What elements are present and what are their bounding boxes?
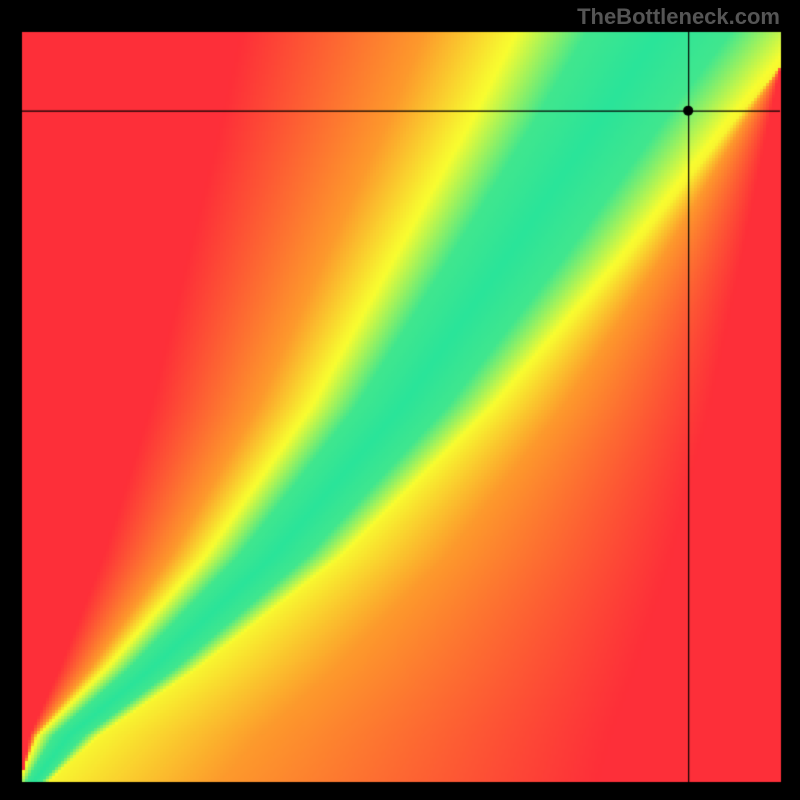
watermark-text: TheBottleneck.com (577, 4, 780, 30)
bottleneck-heatmap (0, 0, 800, 800)
